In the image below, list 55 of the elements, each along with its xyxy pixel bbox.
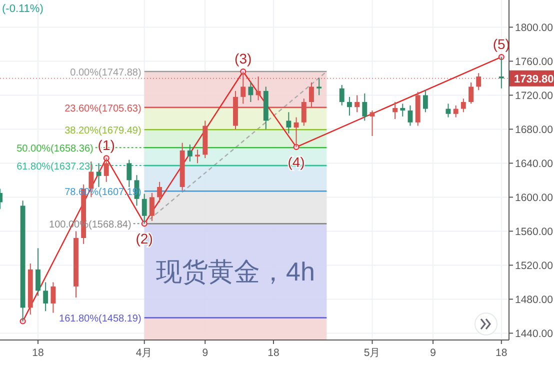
candlestick [195, 149, 200, 164]
annotation: (3) [234, 50, 252, 66]
candlestick [187, 144, 192, 162]
y-tick-label: 1760.00 [515, 56, 554, 68]
ref-line-label: 23.60%(1705.63) [64, 103, 142, 114]
annotation: 现货黄金，4h [156, 256, 315, 287]
annotation: (5) [492, 36, 510, 52]
y-tick-label: 1680.00 [515, 124, 554, 136]
candlestick [400, 103, 406, 117]
y-tick-label: 1520.00 [515, 260, 554, 272]
ref-line-label: 161.80%(1458.19) [59, 314, 142, 325]
candlestick [248, 81, 254, 102]
candlestick [476, 72, 482, 91]
y-tick-label: 1640.00 [515, 158, 554, 170]
x-tick-label: 9 [430, 347, 436, 359]
x-tick-label: 18 [268, 347, 280, 359]
annotation: (2) [136, 230, 153, 247]
y-tick-label: 1440.00 [515, 328, 554, 340]
x-tick-label: 18 [32, 347, 44, 359]
candlestick [157, 181, 162, 203]
candlestick [362, 93, 368, 122]
candlestick [339, 84, 344, 106]
candlestick [256, 76, 261, 101]
candlestick [370, 110, 375, 136]
candlestick [408, 104, 413, 126]
ref-line-label: 1739.80 [514, 73, 554, 86]
candlestick [468, 82, 474, 104]
annotation: (-0.11%) [2, 3, 44, 15]
y-tick-label: 1720.00 [515, 90, 554, 102]
x-tick-label: 5月 [364, 347, 381, 359]
candlestick [354, 94, 360, 113]
y-tick-label: 1560.00 [515, 226, 554, 238]
candlestick [149, 192, 154, 222]
x-tick-label: 18 [496, 347, 508, 359]
candlestick [422, 90, 428, 113]
candlestick [43, 282, 48, 312]
y-tick-label: 1800.00 [515, 22, 554, 34]
x-tick-label: 4月 [136, 347, 153, 359]
candlestick [96, 162, 102, 188]
ref-line-label: 50.00%(1658.36) [16, 144, 94, 155]
candlestick [126, 159, 132, 188]
candlestick [346, 96, 352, 116]
candlestick [392, 102, 398, 120]
candlestick [460, 98, 466, 113]
y-tick-label: 1480.00 [515, 294, 554, 306]
candlestick [50, 282, 56, 314]
ref-line-label: 0.00%(1747.88) [70, 68, 142, 78]
y-tick-label: 1600.00 [515, 192, 554, 204]
candlestick [453, 104, 458, 118]
x-tick-label: 9 [202, 347, 208, 359]
annotation: (1) [98, 137, 115, 154]
ref-line-label: 38.20%(1679.49) [64, 126, 142, 137]
candlestick [316, 78, 322, 96]
candlestick [36, 248, 40, 296]
candlestick [286, 112, 292, 134]
